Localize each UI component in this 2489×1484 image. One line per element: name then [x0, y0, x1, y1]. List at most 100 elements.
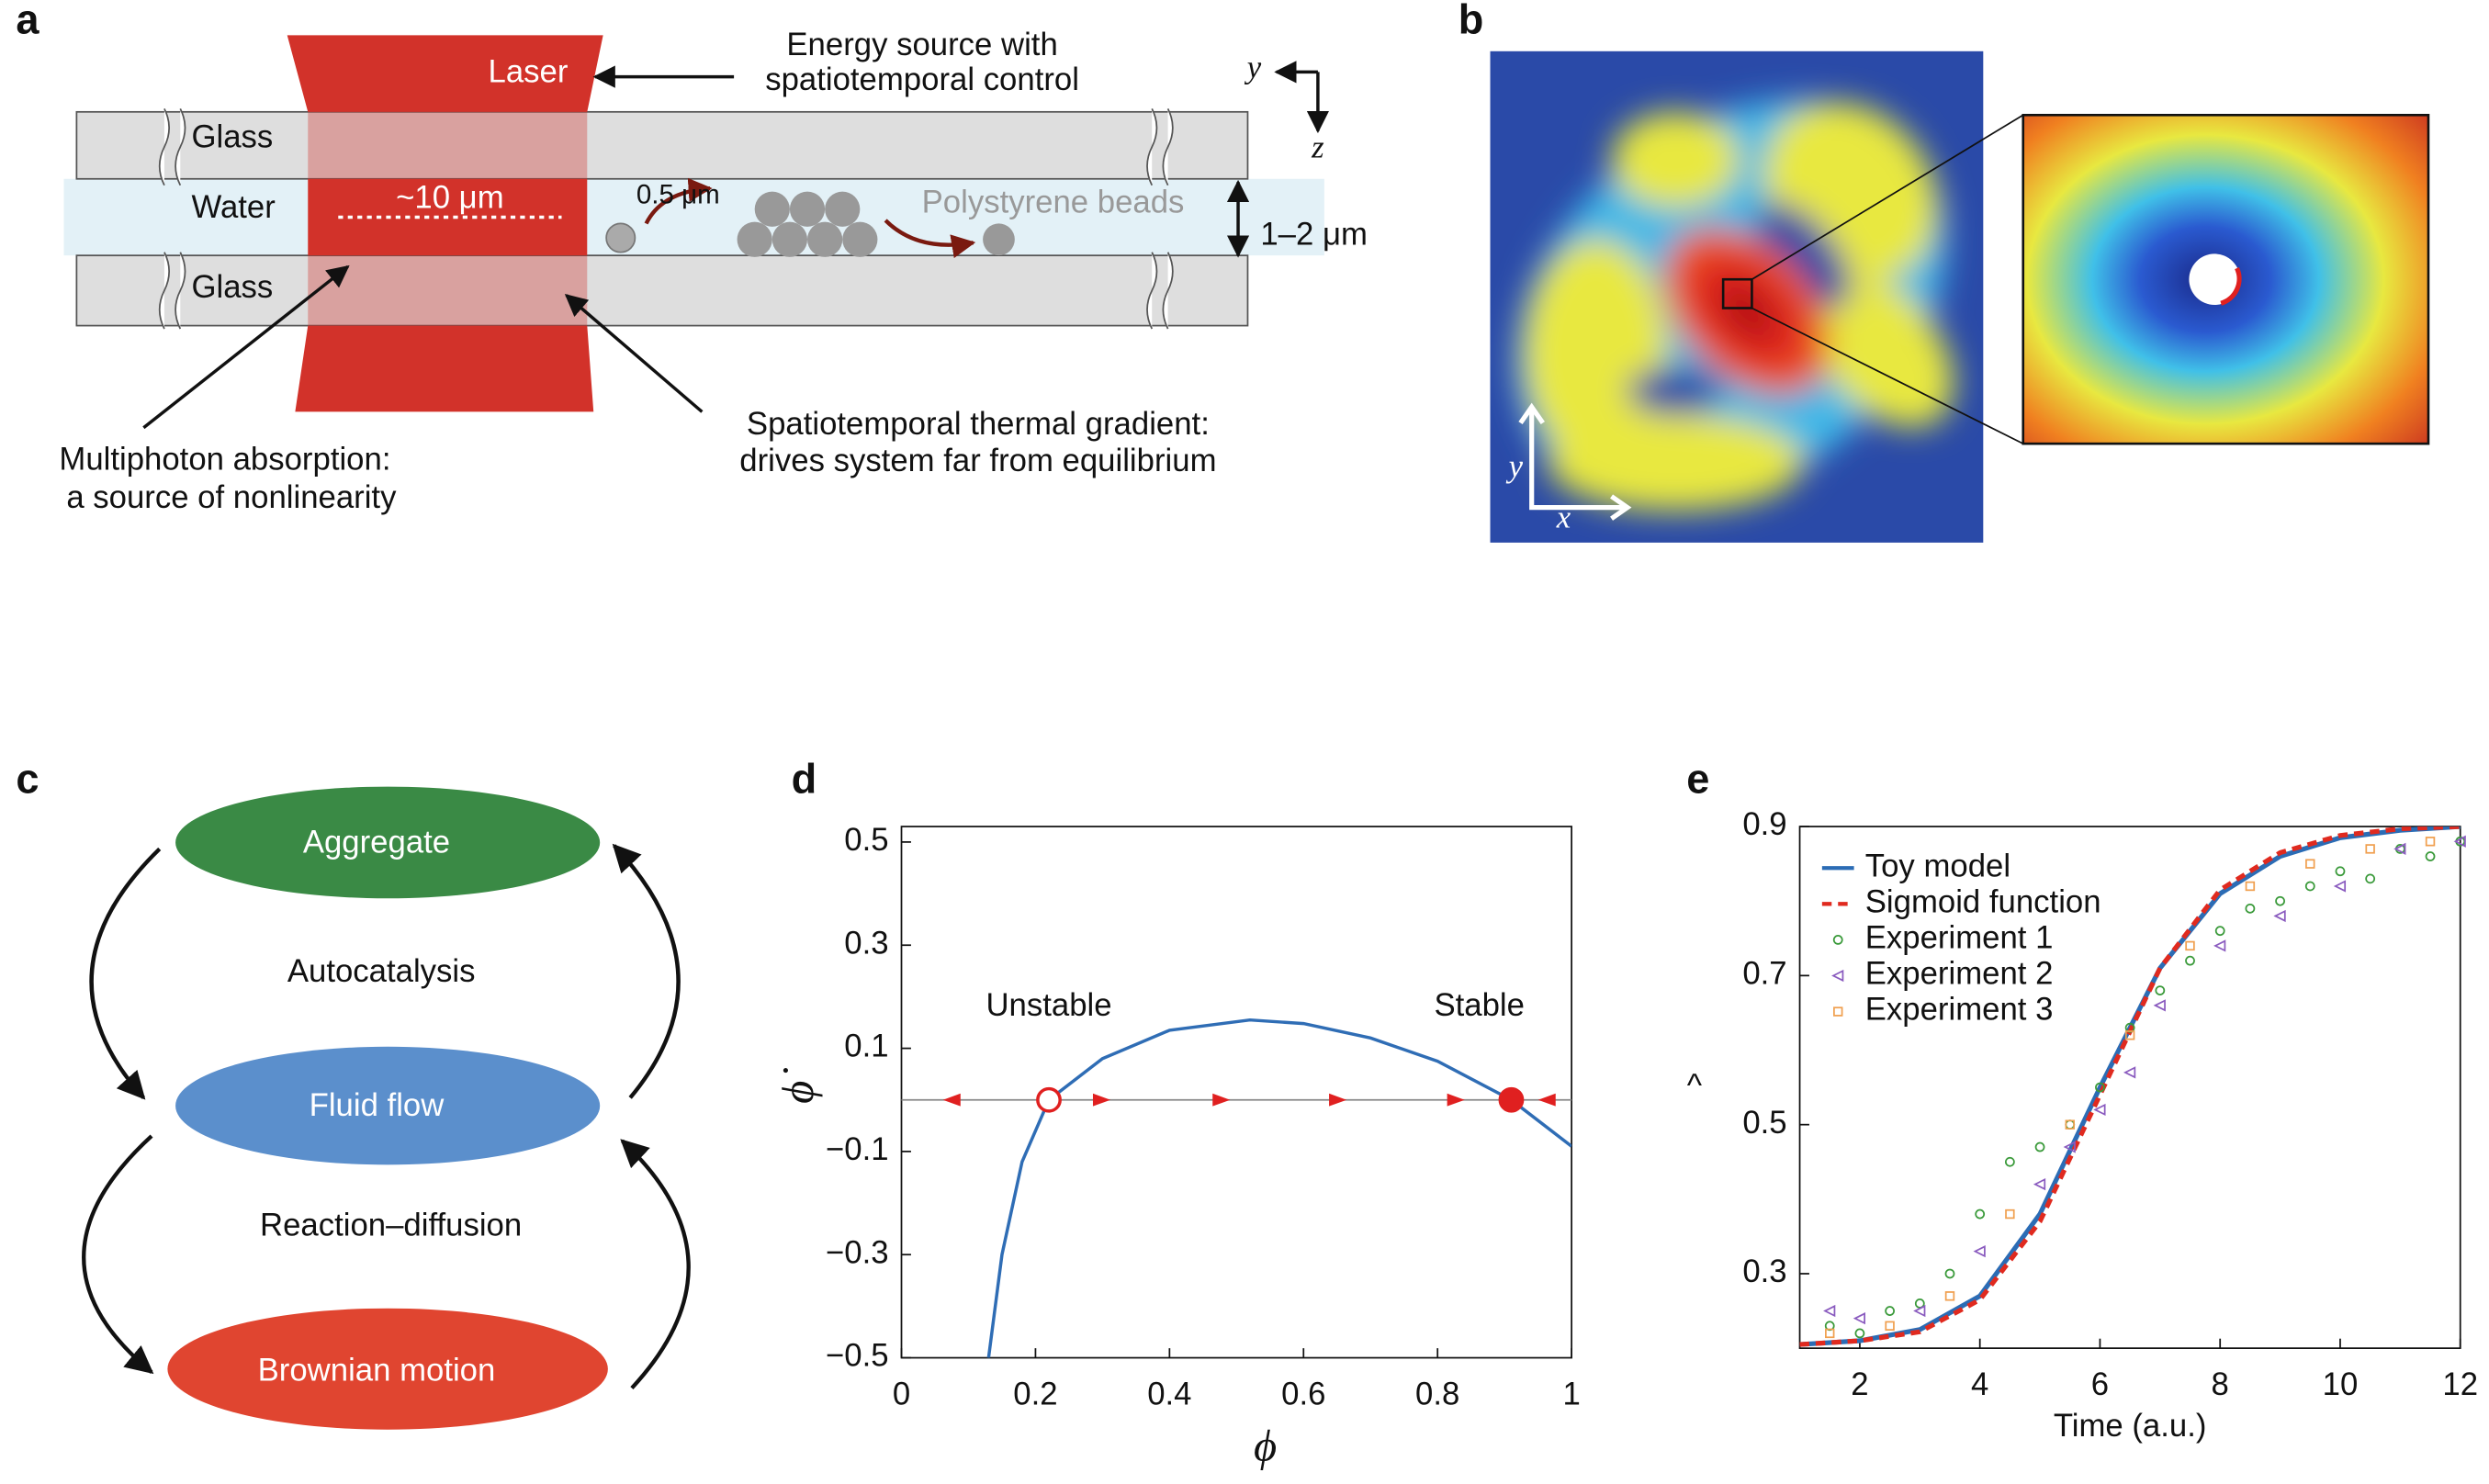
scatter-point	[2123, 1066, 2136, 1079]
arrowheads	[1518, 402, 1632, 521]
y-tick-label: −0.1	[826, 1132, 889, 1167]
edge	[620, 1139, 691, 1390]
y-tick-label: 0.1	[844, 1029, 888, 1064]
scatter-point	[2365, 844, 2375, 854]
panel-label: b	[1458, 0, 1484, 42]
glass-bottom	[75, 254, 1249, 327]
scatter-point	[2124, 1030, 2135, 1040]
scatter-point	[2065, 1119, 2076, 1130]
scatter-point	[2245, 881, 2256, 892]
bead	[2189, 253, 2240, 306]
panel-label: e	[1686, 755, 1709, 802]
y-tick-label: 0.9	[1742, 807, 1786, 842]
legend-label: Sigmoid function	[1865, 884, 2101, 919]
node	[175, 786, 601, 899]
scatter-point	[2185, 955, 2195, 966]
x-tick-label: 1	[1562, 1377, 1580, 1411]
edge	[82, 1134, 154, 1375]
scatter-point	[1853, 1312, 1866, 1325]
x-axis-label: ϕ	[1254, 1421, 1277, 1470]
arrow	[564, 294, 704, 413]
axis-label: y	[1244, 50, 1262, 85]
x-tick-label: 0.2	[1013, 1377, 1057, 1411]
node-label: Aggregate	[303, 825, 450, 860]
scatter-point	[1854, 1328, 1865, 1339]
plot-frame	[1798, 826, 2461, 1349]
edge-label: Reaction–diffusion	[260, 1208, 522, 1242]
zoom-box	[1721, 277, 1753, 309]
x-tick-label: 10	[2323, 1367, 2359, 1402]
scatter-point	[2155, 985, 2166, 995]
plot-frame	[900, 826, 1572, 1359]
y-tick-label: −0.3	[826, 1235, 889, 1270]
scatter-point	[1975, 1209, 1986, 1220]
scatter-point	[2213, 939, 2226, 952]
scatter-point	[1832, 935, 1843, 945]
panel-b: y x	[1490, 51, 2430, 543]
label: Polystyrene beads	[922, 186, 1185, 220]
scatter-point	[1825, 1328, 1835, 1339]
scatter-point	[1944, 1268, 1955, 1279]
axis-label: z	[1311, 129, 1324, 164]
legend-label: Experiment 2	[1865, 957, 2054, 992]
label: 0.5 μm	[636, 180, 720, 210]
arrow	[644, 177, 713, 225]
scatter-point	[2245, 903, 2256, 914]
panel-c: Aggregate Fluid flow Brownian motion Aut…	[82, 786, 691, 1430]
flow-arrow	[1447, 1093, 1465, 1107]
panel-label: d	[792, 755, 817, 802]
fixed-point	[1498, 1086, 1525, 1113]
panel-a: Laser Energy source with spatiotemporal …	[59, 28, 1368, 515]
scatter-point	[2305, 859, 2315, 869]
x-tick-label: 8	[2212, 1367, 2229, 1402]
x-tick-label: 12	[2442, 1367, 2478, 1402]
label: 1–2 μm	[1260, 217, 1368, 252]
label: ~10 μm	[396, 181, 504, 216]
scatter-point	[1973, 1245, 1986, 1258]
scatter-point	[1823, 1304, 1836, 1318]
scatter-point	[2033, 1177, 2046, 1191]
flow-arrow	[1329, 1093, 1347, 1107]
node	[175, 1046, 601, 1165]
flow-arrow	[1212, 1093, 1231, 1107]
x-tick-label: 0.8	[1415, 1377, 1459, 1411]
node-label: Brownian motion	[258, 1353, 496, 1388]
series-line	[986, 1017, 1572, 1358]
scatter-point	[2275, 895, 2285, 906]
scatter-point	[1944, 1291, 1955, 1301]
arrow	[142, 264, 350, 430]
zoom-line	[1751, 307, 2024, 444]
glass-top	[75, 110, 1249, 180]
label: Laser	[489, 54, 569, 89]
x-tick-label: 0.6	[1281, 1377, 1325, 1411]
legend-label: Experiment 1	[1865, 921, 2054, 956]
y-tick-label: 0.3	[844, 926, 888, 961]
label: spatiotemporal control	[765, 62, 1079, 97]
scatter-point	[2333, 880, 2347, 893]
scatter-point	[2065, 1119, 2075, 1130]
scatter-point	[2034, 1141, 2045, 1152]
node	[167, 1308, 608, 1430]
scatter-point	[1885, 1321, 1895, 1331]
node-label: Fluid flow	[310, 1088, 445, 1123]
panel-label: c	[16, 755, 39, 802]
legend-label: Toy model	[1865, 849, 2010, 883]
x-tick-label: 0	[893, 1377, 910, 1411]
scatter-point	[2005, 1209, 2015, 1220]
scatter-point	[2185, 940, 2195, 951]
point-label: Unstable	[985, 988, 1111, 1023]
scatter-point	[2093, 1103, 2106, 1117]
y-axis-label: ^	[1687, 1068, 1703, 1103]
axis-label: y	[1506, 448, 1524, 484]
panel-label: a	[16, 0, 39, 42]
scatter-point	[2453, 835, 2466, 848]
edge	[612, 843, 681, 1099]
scatter-point	[2425, 851, 2436, 861]
label: Multiphoton absorption:	[59, 442, 390, 477]
x-tick-label: 4	[1971, 1367, 1988, 1402]
y-tick-label: −0.5	[826, 1339, 889, 1374]
scatter-point	[2393, 842, 2406, 856]
fixed-point	[1036, 1086, 1062, 1113]
